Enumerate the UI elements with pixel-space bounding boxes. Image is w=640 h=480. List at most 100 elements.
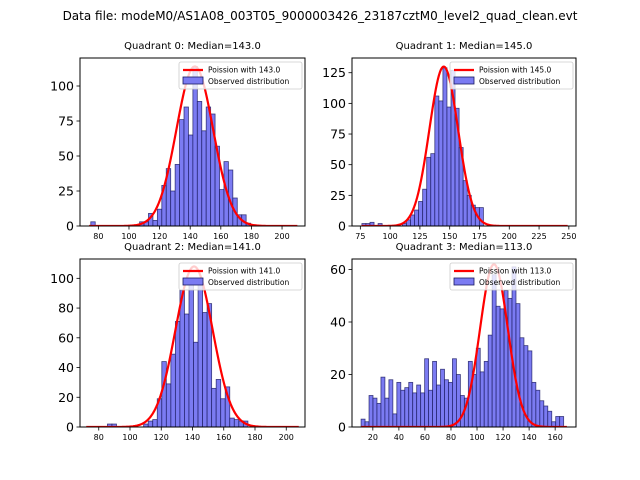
histogram-bar <box>152 219 158 226</box>
histogram-bar <box>192 66 198 226</box>
y-tick-label: 40 <box>330 315 346 330</box>
x-tick-label: 120 <box>152 232 167 241</box>
histogram-bar <box>220 398 226 427</box>
histogram-bar <box>539 400 545 427</box>
subplot-title: Quadrant 1: Median=145.0 <box>396 41 533 52</box>
x-tick-label: 200 <box>274 232 289 241</box>
legend-label: Poission with 113.0 <box>479 267 552 276</box>
x-tick-label: 100 <box>122 433 137 442</box>
poisson-curve <box>361 65 568 226</box>
histogram-bar <box>188 282 194 427</box>
legend-label: Poission with 143.0 <box>208 66 281 75</box>
y-tick-label: 100 <box>50 271 74 286</box>
legend-bar-swatch <box>453 277 475 286</box>
y-tick-label: 20 <box>330 367 346 382</box>
histogram-bar <box>183 106 189 226</box>
y-tick-label: 50 <box>330 157 346 172</box>
histogram-bar <box>543 405 549 427</box>
legend-bar-swatch <box>182 277 204 286</box>
y-tick-label: 0 <box>66 219 74 234</box>
histogram-bar <box>448 381 453 427</box>
subplot-title: Quadrant 0: Median=143.0 <box>124 41 261 52</box>
legend: Poission with 145.0 Observed distribution <box>449 61 574 90</box>
histogram-bar <box>442 67 448 226</box>
histogram-bar <box>412 392 418 427</box>
histogram-bar <box>462 180 468 226</box>
histogram-bar <box>424 358 430 427</box>
histogram-bar <box>201 130 207 226</box>
histogram-bar <box>369 221 375 226</box>
histogram-bar <box>410 214 415 226</box>
histogram-bar <box>174 321 181 427</box>
plot-area <box>360 263 567 427</box>
histogram-bar <box>478 207 484 226</box>
histogram-bar <box>555 416 561 427</box>
histogram-bar <box>368 395 374 427</box>
histogram-bar <box>511 266 517 427</box>
histogram-bar <box>527 350 533 427</box>
y-tick-label: 60 <box>330 262 346 277</box>
histogram-bar <box>215 379 222 427</box>
histogram-bar <box>376 402 382 427</box>
histogram-bar <box>436 384 441 427</box>
axes-frame <box>351 258 577 428</box>
subplot-quadrant-0: Quadrant 0: Median=143.0 0 25 50 75 100 80 100… <box>50 41 306 241</box>
y-tick-label: 0 <box>66 420 74 435</box>
histogram-bar <box>161 361 167 427</box>
legend-frame <box>178 61 303 90</box>
legend: Poission with 143.0 Observed distribution <box>178 61 303 90</box>
histogram-bar <box>400 389 406 427</box>
x-tick-label: 80 <box>94 433 104 442</box>
histogram-bar <box>420 392 426 427</box>
histogram-bar <box>444 379 449 427</box>
histogram-bar <box>388 379 394 427</box>
histogram-bar <box>170 353 176 427</box>
histogram-bar <box>229 417 235 427</box>
poisson-curve <box>361 263 567 427</box>
histogram-bar <box>206 303 213 427</box>
histogram-bar <box>446 106 452 226</box>
histogram-bar <box>416 384 422 427</box>
y-tick-label: 75 <box>58 114 74 129</box>
x-tick-label: 150 <box>442 232 457 241</box>
histogram-bar <box>392 413 398 427</box>
y-tick-label: 40 <box>58 360 74 375</box>
histogram-bar <box>422 188 428 226</box>
histogram-bar <box>438 100 444 226</box>
x-tick-label: 100 <box>469 433 484 442</box>
x-tick-label: 120 <box>154 433 169 442</box>
histogram-bar <box>479 371 485 427</box>
x-tick-label: 200 <box>502 232 517 241</box>
legend-label: Poission with 141.0 <box>208 267 281 276</box>
axes-frame <box>351 57 577 227</box>
histogram-bar <box>384 397 390 427</box>
histogram-bar <box>90 221 96 226</box>
histogram-bar <box>452 358 457 427</box>
x-tick-label: 125 <box>412 232 427 241</box>
legend-bar-swatch <box>182 76 204 85</box>
legend: Poission with 113.0 Observed distribution <box>449 262 574 291</box>
legend-label: Observed distribution <box>208 278 289 287</box>
histogram-bar <box>515 303 521 427</box>
legend-label: Poission with 145.0 <box>479 66 552 75</box>
x-tick-label: 20 <box>368 433 378 442</box>
histogram-bar <box>491 274 497 427</box>
x-tick-label: 160 <box>548 433 563 442</box>
histogram-bar <box>197 277 203 427</box>
y-tick-label: 125 <box>322 65 346 80</box>
y-tick-label: 0 <box>338 420 346 435</box>
legend-frame <box>449 262 574 291</box>
x-tick-label: 140 <box>183 232 198 241</box>
x-tick-label: 250 <box>561 232 576 241</box>
x-tick-label: 80 <box>446 433 456 442</box>
histogram-bar <box>170 190 176 226</box>
histogram-bar <box>147 420 154 427</box>
histogram-bar <box>193 341 199 427</box>
legend-label: Observed distribution <box>479 278 560 287</box>
y-tick-label: 50 <box>58 149 74 164</box>
x-tick-label: 100 <box>121 232 136 241</box>
x-tick-label: 160 <box>213 232 228 241</box>
axes-frame <box>79 57 306 227</box>
histogram-bar <box>428 389 433 427</box>
histogram-bar <box>377 223 383 226</box>
